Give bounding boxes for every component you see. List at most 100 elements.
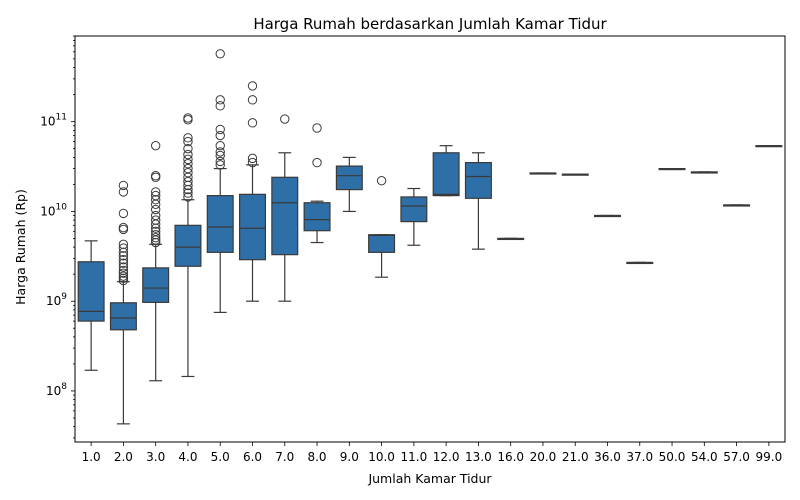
outlier-point xyxy=(215,124,225,135)
outlier-point xyxy=(183,188,193,198)
outlier-point xyxy=(150,187,161,197)
outlier-point xyxy=(215,140,225,151)
x-tick-label: 16.0 xyxy=(497,450,524,464)
outlier-point xyxy=(183,143,193,154)
outlier-point xyxy=(150,237,161,248)
outlier-point xyxy=(150,210,161,221)
outlier-point xyxy=(215,101,225,111)
y-tick-label: 109 xyxy=(46,292,67,308)
box-group-99-0 xyxy=(755,145,783,148)
box-group-50-0 xyxy=(658,167,686,171)
x-tick-label: 4.0 xyxy=(178,450,197,464)
x-tick-label: 36.0 xyxy=(594,450,621,464)
x-tick-label: 5.0 xyxy=(211,450,230,464)
y-tick-label: 1010 xyxy=(40,202,67,218)
outlier-point xyxy=(183,113,193,123)
box xyxy=(109,302,137,331)
box xyxy=(206,195,234,253)
box-group-36-0 xyxy=(593,214,622,218)
outlier-point xyxy=(118,222,129,233)
y-axis-label: Harga Rumah (Rp) xyxy=(13,189,28,305)
outlier-point xyxy=(183,115,193,125)
outlier-point xyxy=(118,258,129,268)
outlier-point xyxy=(183,168,193,178)
box-group-12-0 xyxy=(432,145,460,197)
box xyxy=(303,202,331,232)
outlier-point xyxy=(183,149,193,160)
box-group-16-0 xyxy=(497,237,525,241)
x-tick-label: 2.0 xyxy=(114,450,133,464)
x-tick-label: 54.0 xyxy=(691,450,718,464)
box xyxy=(368,234,396,253)
chart-title: Harga Rumah berdasarkan Jumlah Kamar Tid… xyxy=(253,15,607,33)
outlier-point xyxy=(118,254,129,265)
outlier-point xyxy=(150,215,161,225)
outlier-point xyxy=(118,208,129,219)
outlier-point xyxy=(118,262,129,272)
outlier-point xyxy=(118,275,129,286)
outlier-point xyxy=(150,230,161,240)
outlier-point xyxy=(150,232,161,243)
x-tick-label: 8.0 xyxy=(307,450,326,464)
outlier-point xyxy=(247,81,258,91)
outlier-point xyxy=(376,175,387,186)
outlier-point xyxy=(247,95,258,105)
box-group-1-0 xyxy=(77,240,105,371)
outlier-point xyxy=(215,95,225,105)
box-group-13-0 xyxy=(464,152,492,250)
plot-area: 108 109 1010 1011 1.0 2.0 3.0 4.0 5.0 6.0 7.0 8.0 9.… xyxy=(40,35,783,464)
box-group-10-0 xyxy=(368,175,396,278)
box-group-54-0 xyxy=(690,171,718,174)
outlier-point xyxy=(118,180,129,191)
box-group-8-0 xyxy=(303,123,331,244)
box-group-9-0 xyxy=(335,156,363,213)
outlier-point xyxy=(312,157,322,168)
outlier-point xyxy=(118,251,129,261)
box-group-37-0 xyxy=(626,261,654,265)
outlier-point xyxy=(183,154,193,165)
outlier-point xyxy=(118,239,129,250)
outlier-point xyxy=(312,123,322,133)
outlier-point xyxy=(118,268,129,278)
outlier-point xyxy=(150,195,161,205)
x-tick-label: 10.0 xyxy=(368,450,395,464)
x-tick-label: 50.0 xyxy=(659,450,686,464)
outlier-point xyxy=(215,150,225,161)
x-tick-label: 6.0 xyxy=(243,450,262,464)
outlier-point xyxy=(215,49,225,59)
box xyxy=(238,193,267,261)
outlier-point xyxy=(247,118,258,128)
outlier-point xyxy=(118,224,129,235)
outlier-point xyxy=(118,187,129,197)
y-tick-label: 108 xyxy=(46,382,67,398)
x-tick-label: 37.0 xyxy=(626,450,653,464)
box xyxy=(432,152,460,197)
outlier-point xyxy=(150,171,161,181)
outlier-point xyxy=(247,153,258,164)
box-group-6-0 xyxy=(238,81,267,302)
outlier-point xyxy=(215,156,225,167)
x-tick-label: 3.0 xyxy=(146,450,165,464)
plot-frame xyxy=(74,35,786,443)
box-group-7-0 xyxy=(271,114,299,302)
x-tick-label: 11.0 xyxy=(401,450,428,464)
box-group-57-0 xyxy=(723,204,751,207)
x-tick-label: 9.0 xyxy=(340,450,359,464)
outlier-point xyxy=(118,271,129,281)
box-group-3-0 xyxy=(142,140,170,382)
box xyxy=(77,261,105,322)
outlier-point xyxy=(118,243,129,253)
outlier-point xyxy=(183,136,193,147)
box-group-4-0 xyxy=(174,113,202,378)
outlier-point xyxy=(215,147,225,157)
x-tick-label: 13.0 xyxy=(465,450,492,464)
outlier-point xyxy=(150,190,161,201)
box-group-11-0 xyxy=(400,187,428,246)
x-tick-label: 99.0 xyxy=(756,450,783,464)
outlier-point xyxy=(215,160,225,170)
outlier-point xyxy=(183,163,193,174)
x-tick-label: 1.0 xyxy=(82,450,101,464)
outlier-point xyxy=(183,159,193,169)
